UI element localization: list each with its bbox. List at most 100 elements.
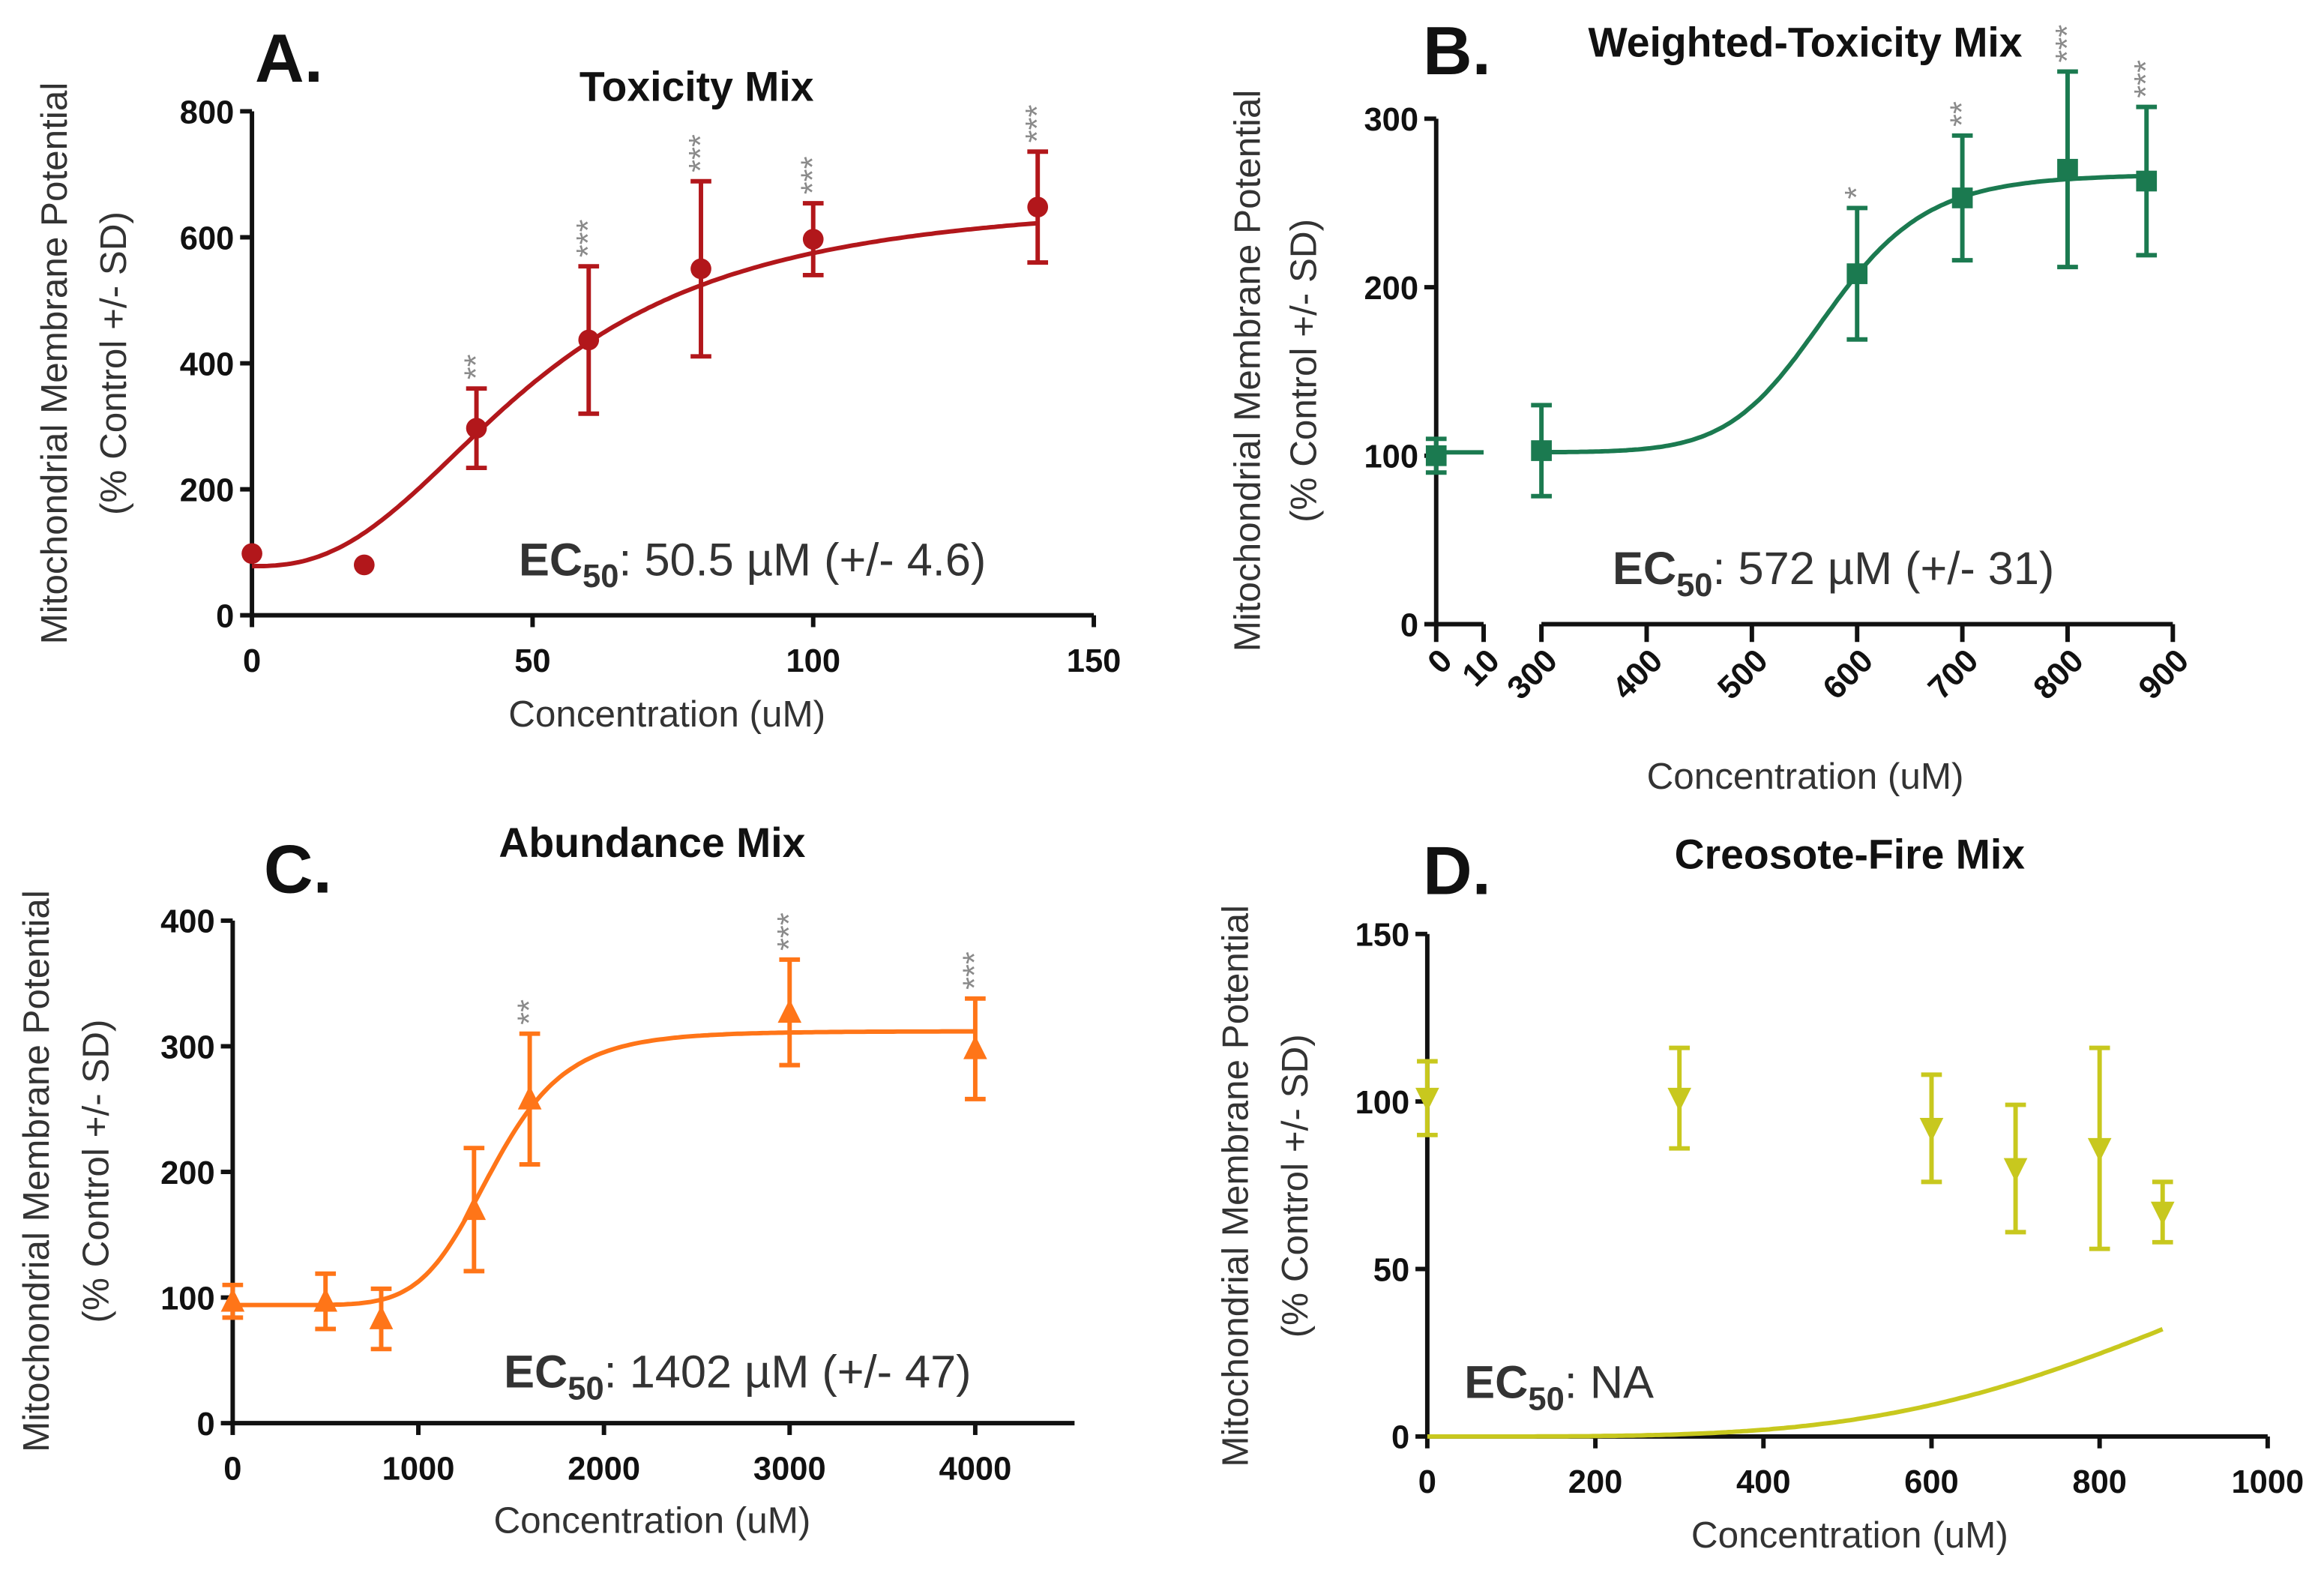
- x-tick-label: 150: [1067, 643, 1122, 679]
- fit-curve: [232, 1029, 975, 1308]
- y-tick-label: 300: [1364, 102, 1418, 138]
- data-point: [2136, 170, 2158, 192]
- x-tick-label: 0: [223, 1451, 241, 1487]
- panel-c: C. Abundance Mix Concentration (uM) Mitocho…: [16, 819, 1075, 1541]
- data-point: [1425, 445, 1447, 466]
- significance-marker: *: [1839, 187, 1875, 199]
- x-axis-label: Concentration (uM): [493, 1500, 810, 1541]
- fit-curve: [251, 220, 1038, 569]
- x-tick-label: 0: [1418, 1464, 1436, 1500]
- significance-marker: ***: [771, 912, 807, 951]
- significance-marker: ***: [2128, 60, 2164, 98]
- y-tick-label: 200: [160, 1155, 215, 1191]
- y-axis-label: Mitochondrial Membrane Potential: [1226, 90, 1268, 652]
- chart-title: Abundance Mix: [499, 819, 805, 866]
- y-tick-label: 0: [216, 598, 234, 634]
- x-axis-label: Concentration (uM): [1691, 1515, 2008, 1556]
- y-tick-label: 600: [180, 220, 235, 256]
- y-tick-label: 0: [1391, 1420, 1409, 1456]
- ec50-subscript: 50: [1676, 568, 1712, 604]
- panel-letter: C.: [264, 831, 332, 907]
- y-tick-label: 100: [1364, 439, 1418, 475]
- significance-marker: ***: [2050, 25, 2086, 63]
- data-point: [1951, 187, 1973, 208]
- data-point: [353, 554, 375, 576]
- data-point: [1531, 440, 1552, 461]
- data-point: [578, 329, 600, 351]
- data-point: [1027, 196, 1049, 218]
- data-point: [2057, 158, 2078, 180]
- y-axis-label: (% Control +/- SD): [1283, 219, 1325, 523]
- ec50-subscript: 50: [582, 559, 618, 595]
- ec50-annotation: EC50: NA: [1464, 1357, 1654, 1418]
- x-tick-label: 800: [2072, 1464, 2127, 1500]
- y-tick-label: 0: [1400, 607, 1418, 643]
- y-axis-label: Mitochondrial Membrane Potential: [16, 890, 57, 1452]
- chart-title: Weighted-Toxicity Mix: [1588, 19, 2022, 65]
- data-point: [313, 1287, 338, 1312]
- ec50-annotation: EC50: 572 µM (+/- 31): [1613, 543, 2054, 604]
- x-tick-label: 800: [2027, 643, 2091, 706]
- ec50-annotation: EC50: 50.5 µM (+/- 4.6): [519, 534, 986, 595]
- data-point: [1667, 1087, 1692, 1112]
- ec50-label: EC: [1613, 543, 1676, 594]
- y-tick-label: 200: [1364, 271, 1418, 307]
- data-point: [802, 229, 824, 250]
- data-point: [1415, 1087, 1439, 1112]
- data-point: [690, 258, 711, 280]
- panel-b: B. Weighted-Toxicity Mix Concentration (uM…: [1226, 13, 2196, 797]
- x-tick-label: 400: [1606, 643, 1670, 706]
- x-tick-label: 2000: [568, 1451, 640, 1487]
- data-point: [1846, 263, 1868, 284]
- x-tick-label: 200: [1568, 1464, 1623, 1500]
- x-axis-label: Concentration (uM): [508, 694, 825, 735]
- ec50-label: EC: [504, 1347, 568, 1398]
- x-tick-label: 600: [1816, 643, 1880, 706]
- significance-marker: ***: [795, 156, 831, 194]
- ec50-value: : NA: [1565, 1357, 1654, 1408]
- y-axis-label: Mitochondrial Membrane Potential: [1215, 905, 1256, 1467]
- data-point: [2150, 1201, 2175, 1226]
- ec50-value: : 1402 µM (+/- 47): [604, 1347, 972, 1398]
- y-tick-label: 50: [1373, 1252, 1409, 1288]
- x-tick-label: 500: [1711, 643, 1774, 706]
- data-point: [369, 1305, 394, 1329]
- x-tick-label: 400: [1736, 1464, 1791, 1500]
- panel-letter: D.: [1423, 833, 1491, 909]
- data-point: [1919, 1118, 1944, 1142]
- x-tick-label: 0: [243, 643, 261, 679]
- x-axis-label: Concentration (uM): [1647, 756, 1964, 797]
- chart-title: Toxicity Mix: [580, 64, 814, 110]
- x-tick-label: 0: [1421, 643, 1460, 681]
- significance-marker: ***: [957, 951, 993, 990]
- data-point: [220, 1287, 245, 1312]
- data-point: [777, 999, 802, 1023]
- y-axis-label: (% Control +/- SD): [75, 1020, 116, 1323]
- significance-marker: ***: [1020, 105, 1056, 143]
- y-tick-label: 300: [160, 1029, 215, 1065]
- y-tick-label: 200: [180, 472, 235, 508]
- y-tick-label: 400: [160, 904, 215, 940]
- ec50-label: EC: [1464, 1357, 1528, 1408]
- x-tick-label: 900: [2132, 643, 2196, 706]
- data-point: [2003, 1158, 2028, 1182]
- y-axis-label: (% Control +/- SD): [1274, 1034, 1316, 1338]
- panel-letter: B.: [1423, 13, 1491, 89]
- ec50-subscript: 50: [568, 1371, 603, 1407]
- significance-marker: ***: [683, 134, 719, 172]
- panel-d: D. Creosote-Fire Mix Concentration (uM) Mit…: [1215, 831, 2305, 1556]
- data-point: [466, 418, 487, 439]
- x-tick-label: 1000: [382, 1451, 455, 1487]
- y-tick-label: 0: [196, 1407, 214, 1443]
- y-tick-label: 100: [160, 1281, 215, 1317]
- x-tick-label: 10: [1456, 643, 1507, 694]
- y-tick-label: 400: [180, 346, 235, 382]
- y-tick-label: 800: [180, 94, 235, 130]
- significance-marker: **: [1944, 101, 1980, 127]
- panel-a: A. Toxicity Mix Concentration (uM) Mitochon…: [34, 21, 1121, 735]
- data-point: [462, 1196, 487, 1221]
- ec50-annotation: EC50: 1402 µM (+/- 47): [504, 1347, 971, 1407]
- data-point: [2087, 1137, 2112, 1162]
- y-axis-label: (% Control +/- SD): [93, 211, 134, 515]
